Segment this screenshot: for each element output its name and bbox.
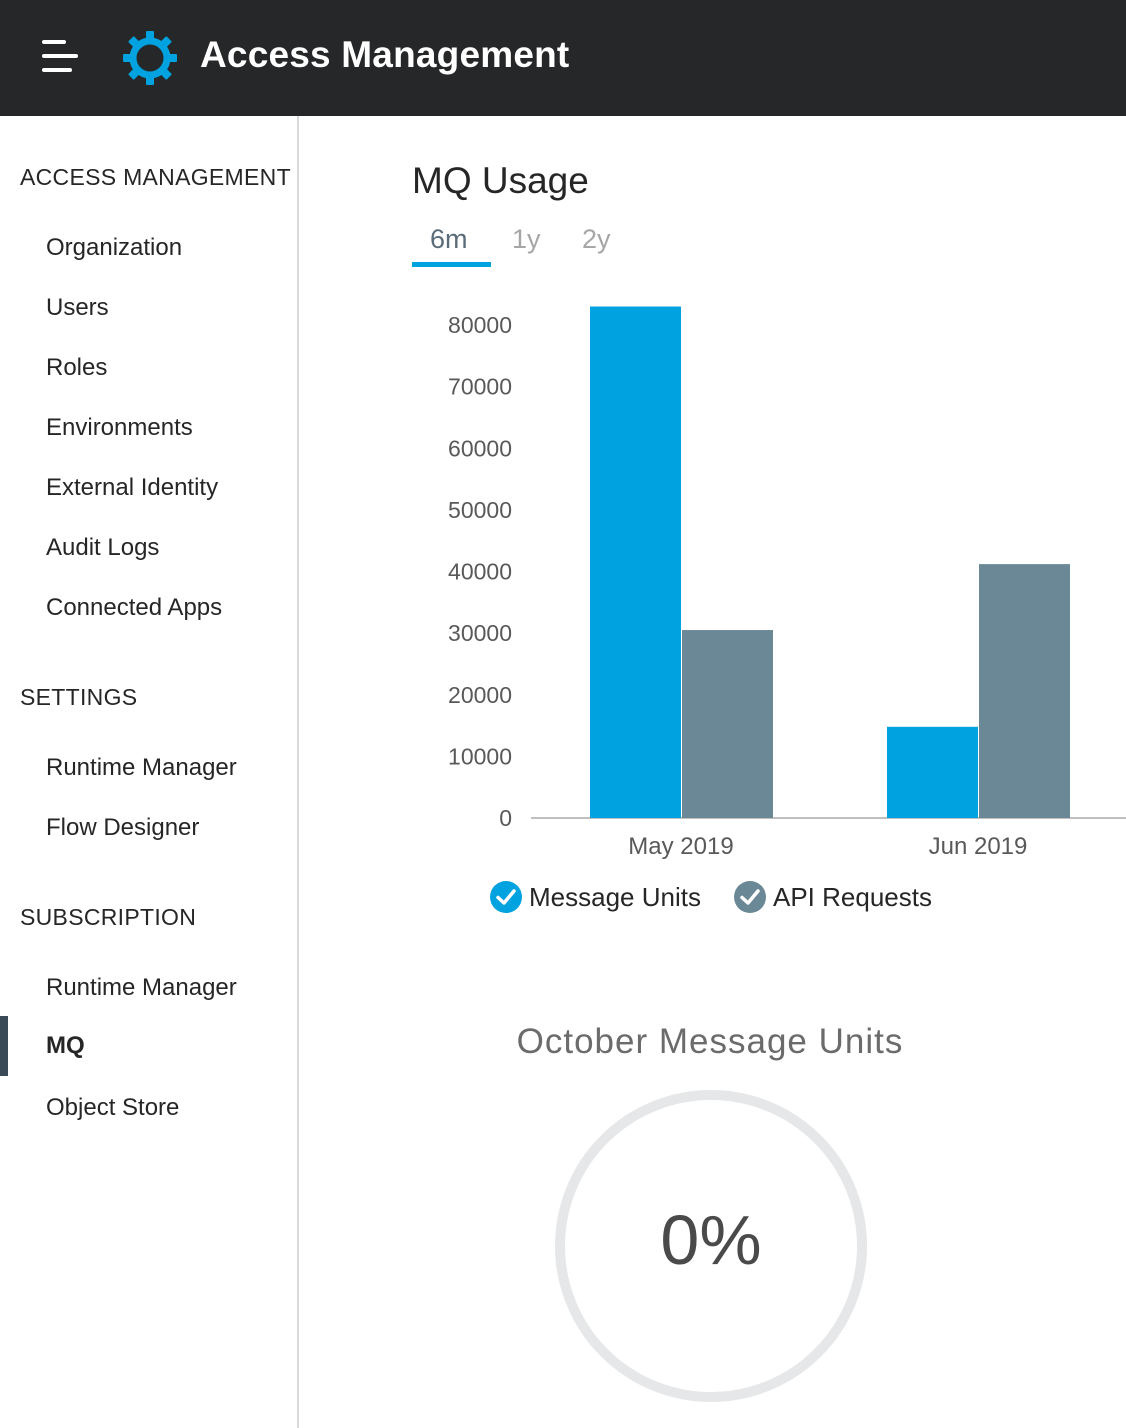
bar-message-units-may-2019[interactable] (590, 306, 681, 818)
legend-label: API Requests (773, 882, 932, 912)
y-tick-label: 40000 (448, 559, 512, 585)
gear-logo-icon (123, 31, 177, 85)
tab-1y[interactable]: 1y (512, 224, 541, 254)
bar-message-units-jun-2019[interactable] (887, 726, 978, 818)
y-tick-label: 20000 (448, 682, 512, 708)
gauge-title: October Message Units (516, 1022, 904, 1061)
sidebar-item-connected-apps[interactable]: Connected Apps (46, 594, 223, 621)
y-tick-label: 80000 (448, 312, 512, 338)
page-title: MQ Usage (412, 160, 589, 201)
gauge-value: 0% (660, 1201, 762, 1279)
sidebar-item-roles[interactable]: Roles (46, 354, 108, 381)
x-tick-label: Jun 2019 (929, 833, 1028, 860)
sidebar: ACCESS MANAGEMENT Organization Users Rol… (0, 116, 299, 1428)
y-tick-label: 50000 (448, 497, 512, 523)
sidebar-item-flow-designer[interactable]: Flow Designer (46, 814, 200, 841)
bar-api-requests-jun-2019[interactable] (979, 564, 1070, 818)
section-title-subscription: SUBSCRIPTION (20, 904, 197, 930)
sidebar-item-environments[interactable]: Environments (46, 414, 193, 441)
usage-gauge (555, 1090, 867, 1402)
tab-6m[interactable]: 6m (430, 224, 468, 254)
y-tick-label: 30000 (448, 620, 512, 646)
sidebar-item-settings-runtime-manager[interactable]: Runtime Manager (46, 754, 237, 781)
sidebar-item-mq[interactable]: MQ (46, 1032, 85, 1059)
sidebar-item-users[interactable]: Users (46, 294, 109, 321)
y-tick-label: 60000 (448, 435, 512, 461)
bar-api-requests-may-2019[interactable] (682, 630, 773, 818)
sidebar-item-subscription-runtime-manager[interactable]: Runtime Manager (46, 974, 237, 1001)
section-title-access-management: ACCESS MANAGEMENT (20, 164, 291, 190)
app-title: Access Management (200, 34, 570, 75)
sidebar-item-organization[interactable]: Organization (46, 234, 183, 261)
sidebar-item-audit-logs[interactable]: Audit Logs (46, 534, 160, 561)
y-tick-label: 10000 (448, 743, 512, 769)
checkbox-checked-icon (734, 881, 766, 913)
legend-label: Message Units (529, 882, 701, 912)
tab-2y[interactable]: 2y (582, 224, 611, 254)
y-tick-label: 70000 (448, 374, 512, 400)
gauge-track (555, 1090, 867, 1402)
sidebar-item-object-store[interactable]: Object Store (46, 1094, 180, 1121)
top-navigation-bar: Access Management (0, 0, 1126, 116)
sidebar-item-external-identity[interactable]: External Identity (46, 474, 219, 501)
mq-usage-bar-chart: 80000 70000 60000 50000 40000 30000 20000 10000… (448, 306, 1126, 860)
active-indicator (0, 1016, 8, 1076)
y-tick-label: 0 (499, 805, 512, 831)
tab-selected-underline (412, 262, 491, 267)
section-title-settings: SETTINGS (20, 684, 138, 710)
hamburger-menu-icon[interactable] (30, 30, 90, 82)
x-tick-label: May 2019 (628, 833, 733, 860)
checkbox-checked-icon (490, 881, 522, 913)
